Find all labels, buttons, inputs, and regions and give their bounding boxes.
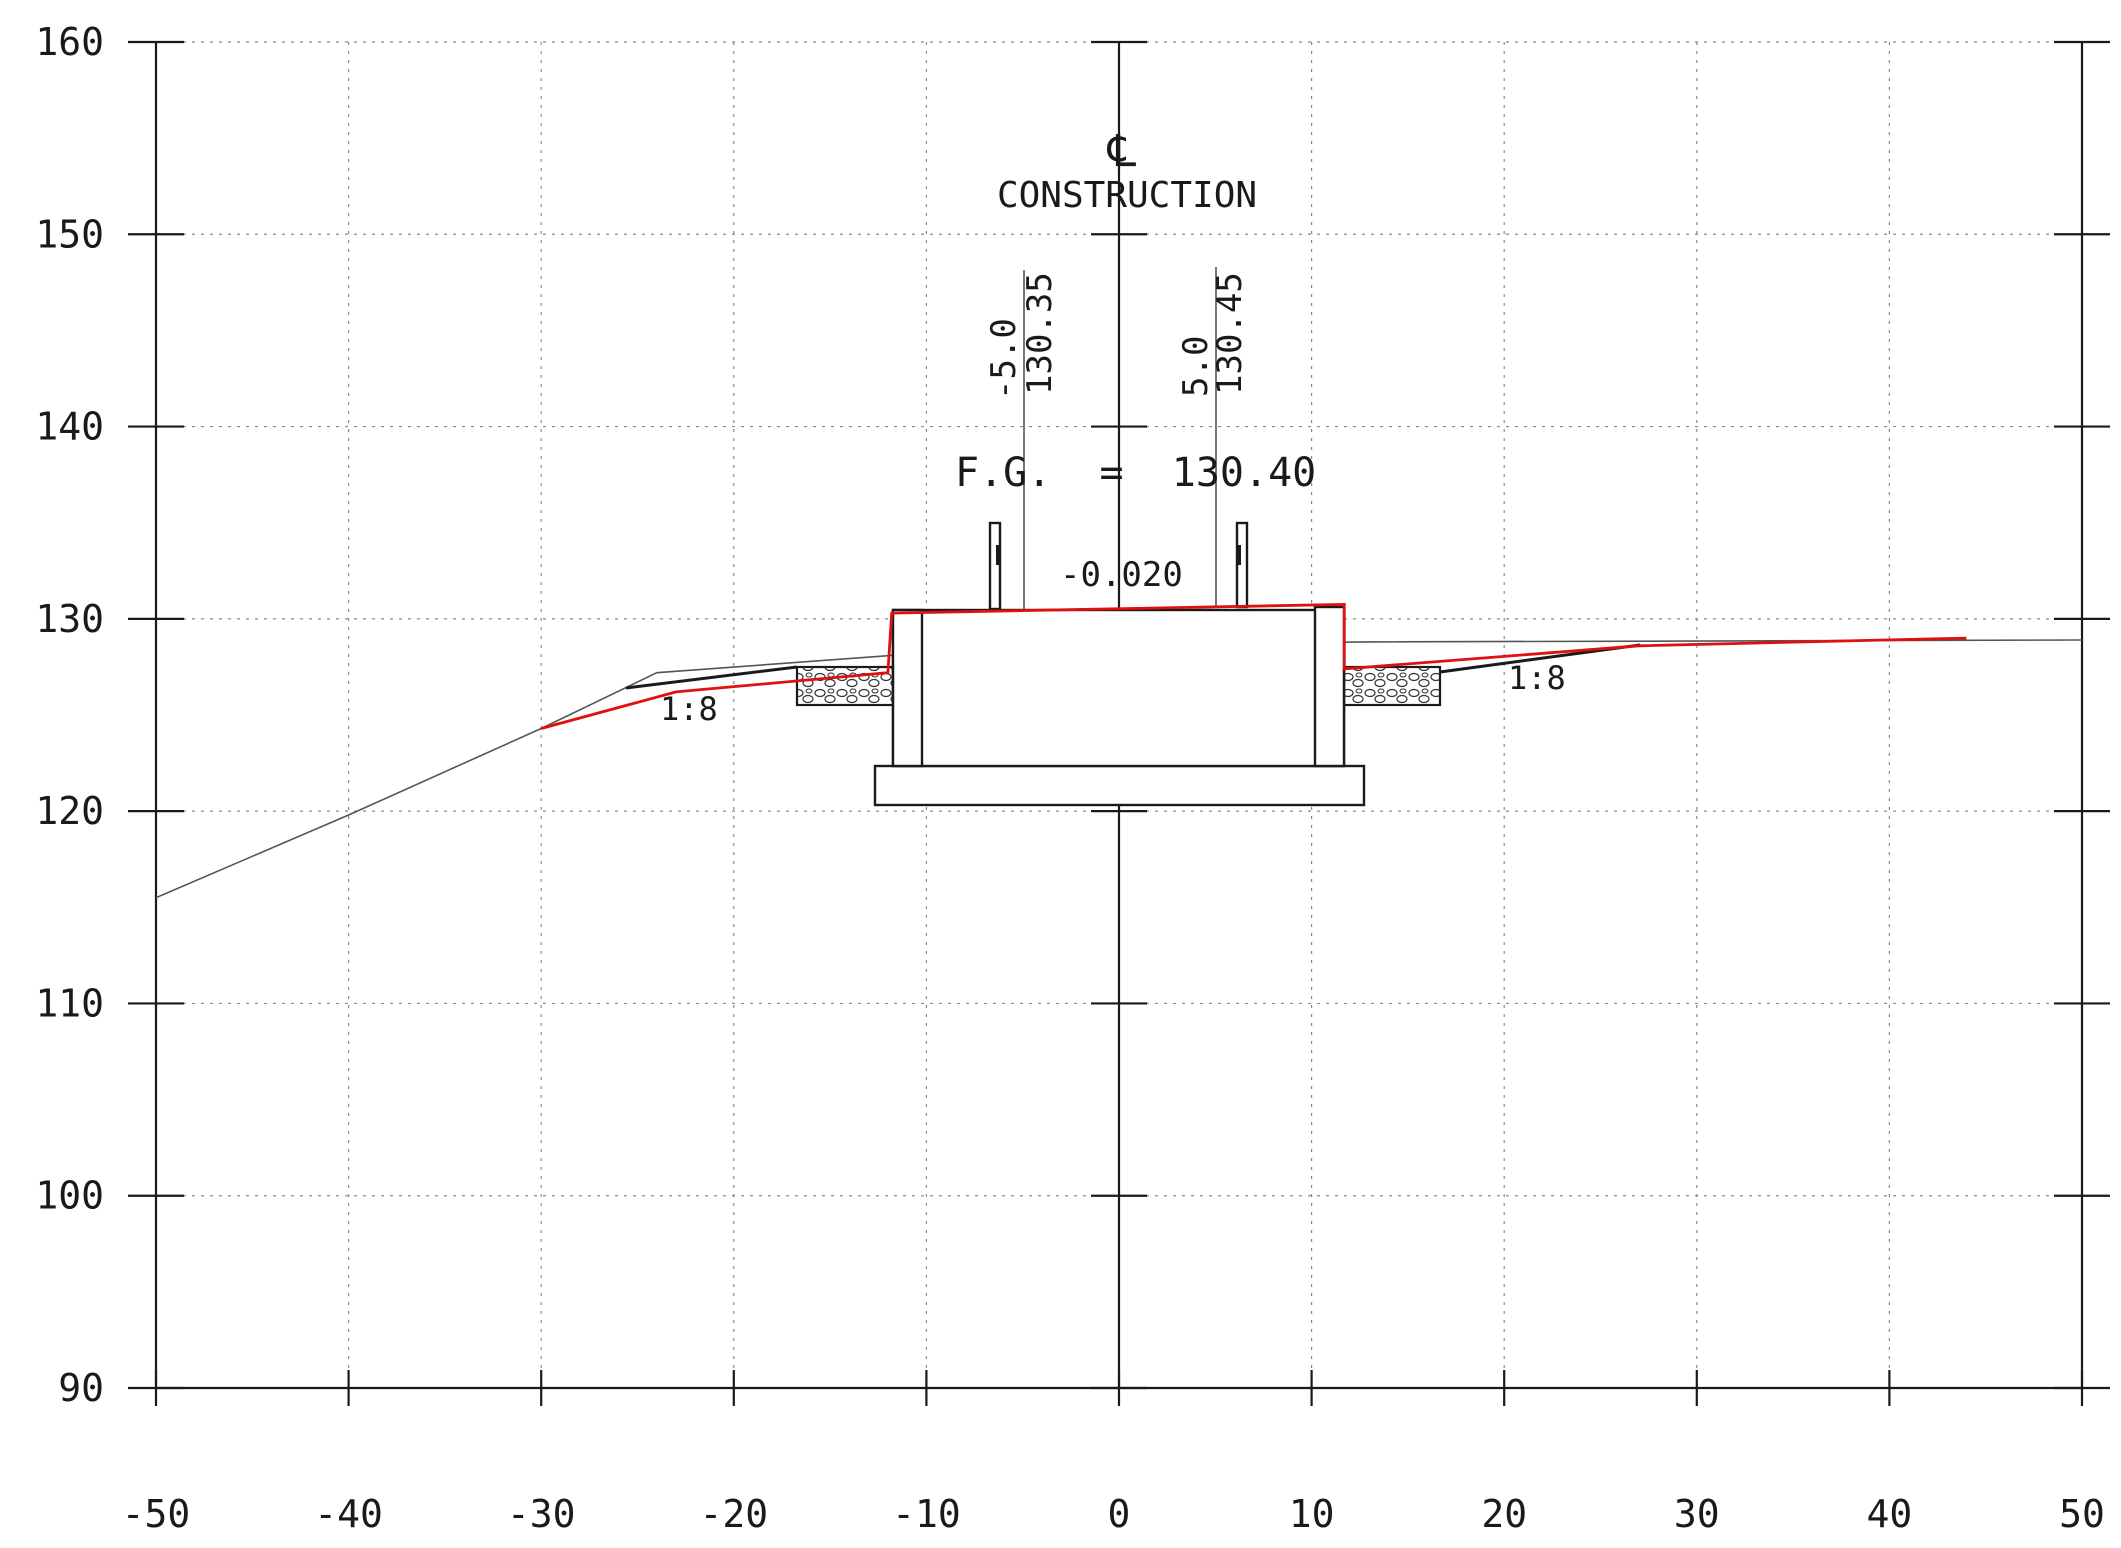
y-tick-label: 100 — [35, 1174, 104, 1218]
left-elevation-label: 130.35 — [1020, 272, 1060, 395]
y-tick-label: 120 — [35, 789, 104, 833]
right-barrier-detail — [1237, 545, 1241, 565]
tick-labels: -50 -40 -30 -20 -10 0 10 20 30 40 50 160 150 140 130 12… — [35, 20, 2105, 1536]
finished-grade-label: F.G. = 130.40 — [955, 450, 1316, 496]
box-culvert-body — [891, 608, 1346, 768]
y-tick-label: 140 — [35, 405, 104, 449]
x-tick-label: 40 — [1867, 1492, 1913, 1536]
cross-slope-label: -0.020 — [1060, 555, 1183, 595]
x-tick-label: -40 — [314, 1492, 383, 1536]
x-tick-label: 10 — [1289, 1492, 1335, 1536]
footing-slab — [873, 764, 1366, 807]
x-tick-label: -10 — [892, 1492, 961, 1536]
x-tick-label: 30 — [1674, 1492, 1720, 1536]
left-barrier-detail — [996, 545, 1000, 565]
y-tick-label: 130 — [35, 597, 104, 641]
x-tick-label: -50 — [122, 1492, 191, 1536]
left-slope-label: 1:8 — [660, 690, 718, 728]
left-wall — [891, 608, 924, 768]
left-offset-label: -5.0 — [984, 318, 1024, 400]
y-tick-label: 150 — [35, 212, 104, 256]
y-tick-label: 160 — [35, 20, 104, 64]
x-tick-label: -20 — [699, 1492, 768, 1536]
right-elevation-label: 130.45 — [1210, 272, 1250, 395]
y-tick-label: 90 — [58, 1366, 104, 1410]
x-tick-label: 0 — [1108, 1492, 1131, 1536]
axes — [128, 40, 2110, 1406]
left-shoulder-line — [625, 665, 798, 690]
x-tick-label: 50 — [2059, 1492, 2105, 1536]
right-wall — [1313, 605, 1346, 768]
centerline-symbol: ℄ — [1107, 126, 1137, 177]
right-slope-label: 1:8 — [1508, 659, 1566, 697]
left-barrier-post — [988, 521, 1002, 611]
design-grade-line — [540, 602, 1967, 730]
x-tick-label: 20 — [1481, 1492, 1527, 1536]
right-gravel-pad — [1342, 665, 1442, 707]
x-tick-label: -30 — [507, 1492, 576, 1536]
y-tick-label: 110 — [35, 981, 104, 1025]
construction-label: CONSTRUCTION — [997, 175, 1257, 216]
right-offset-label: 5.0 — [1176, 336, 1216, 397]
